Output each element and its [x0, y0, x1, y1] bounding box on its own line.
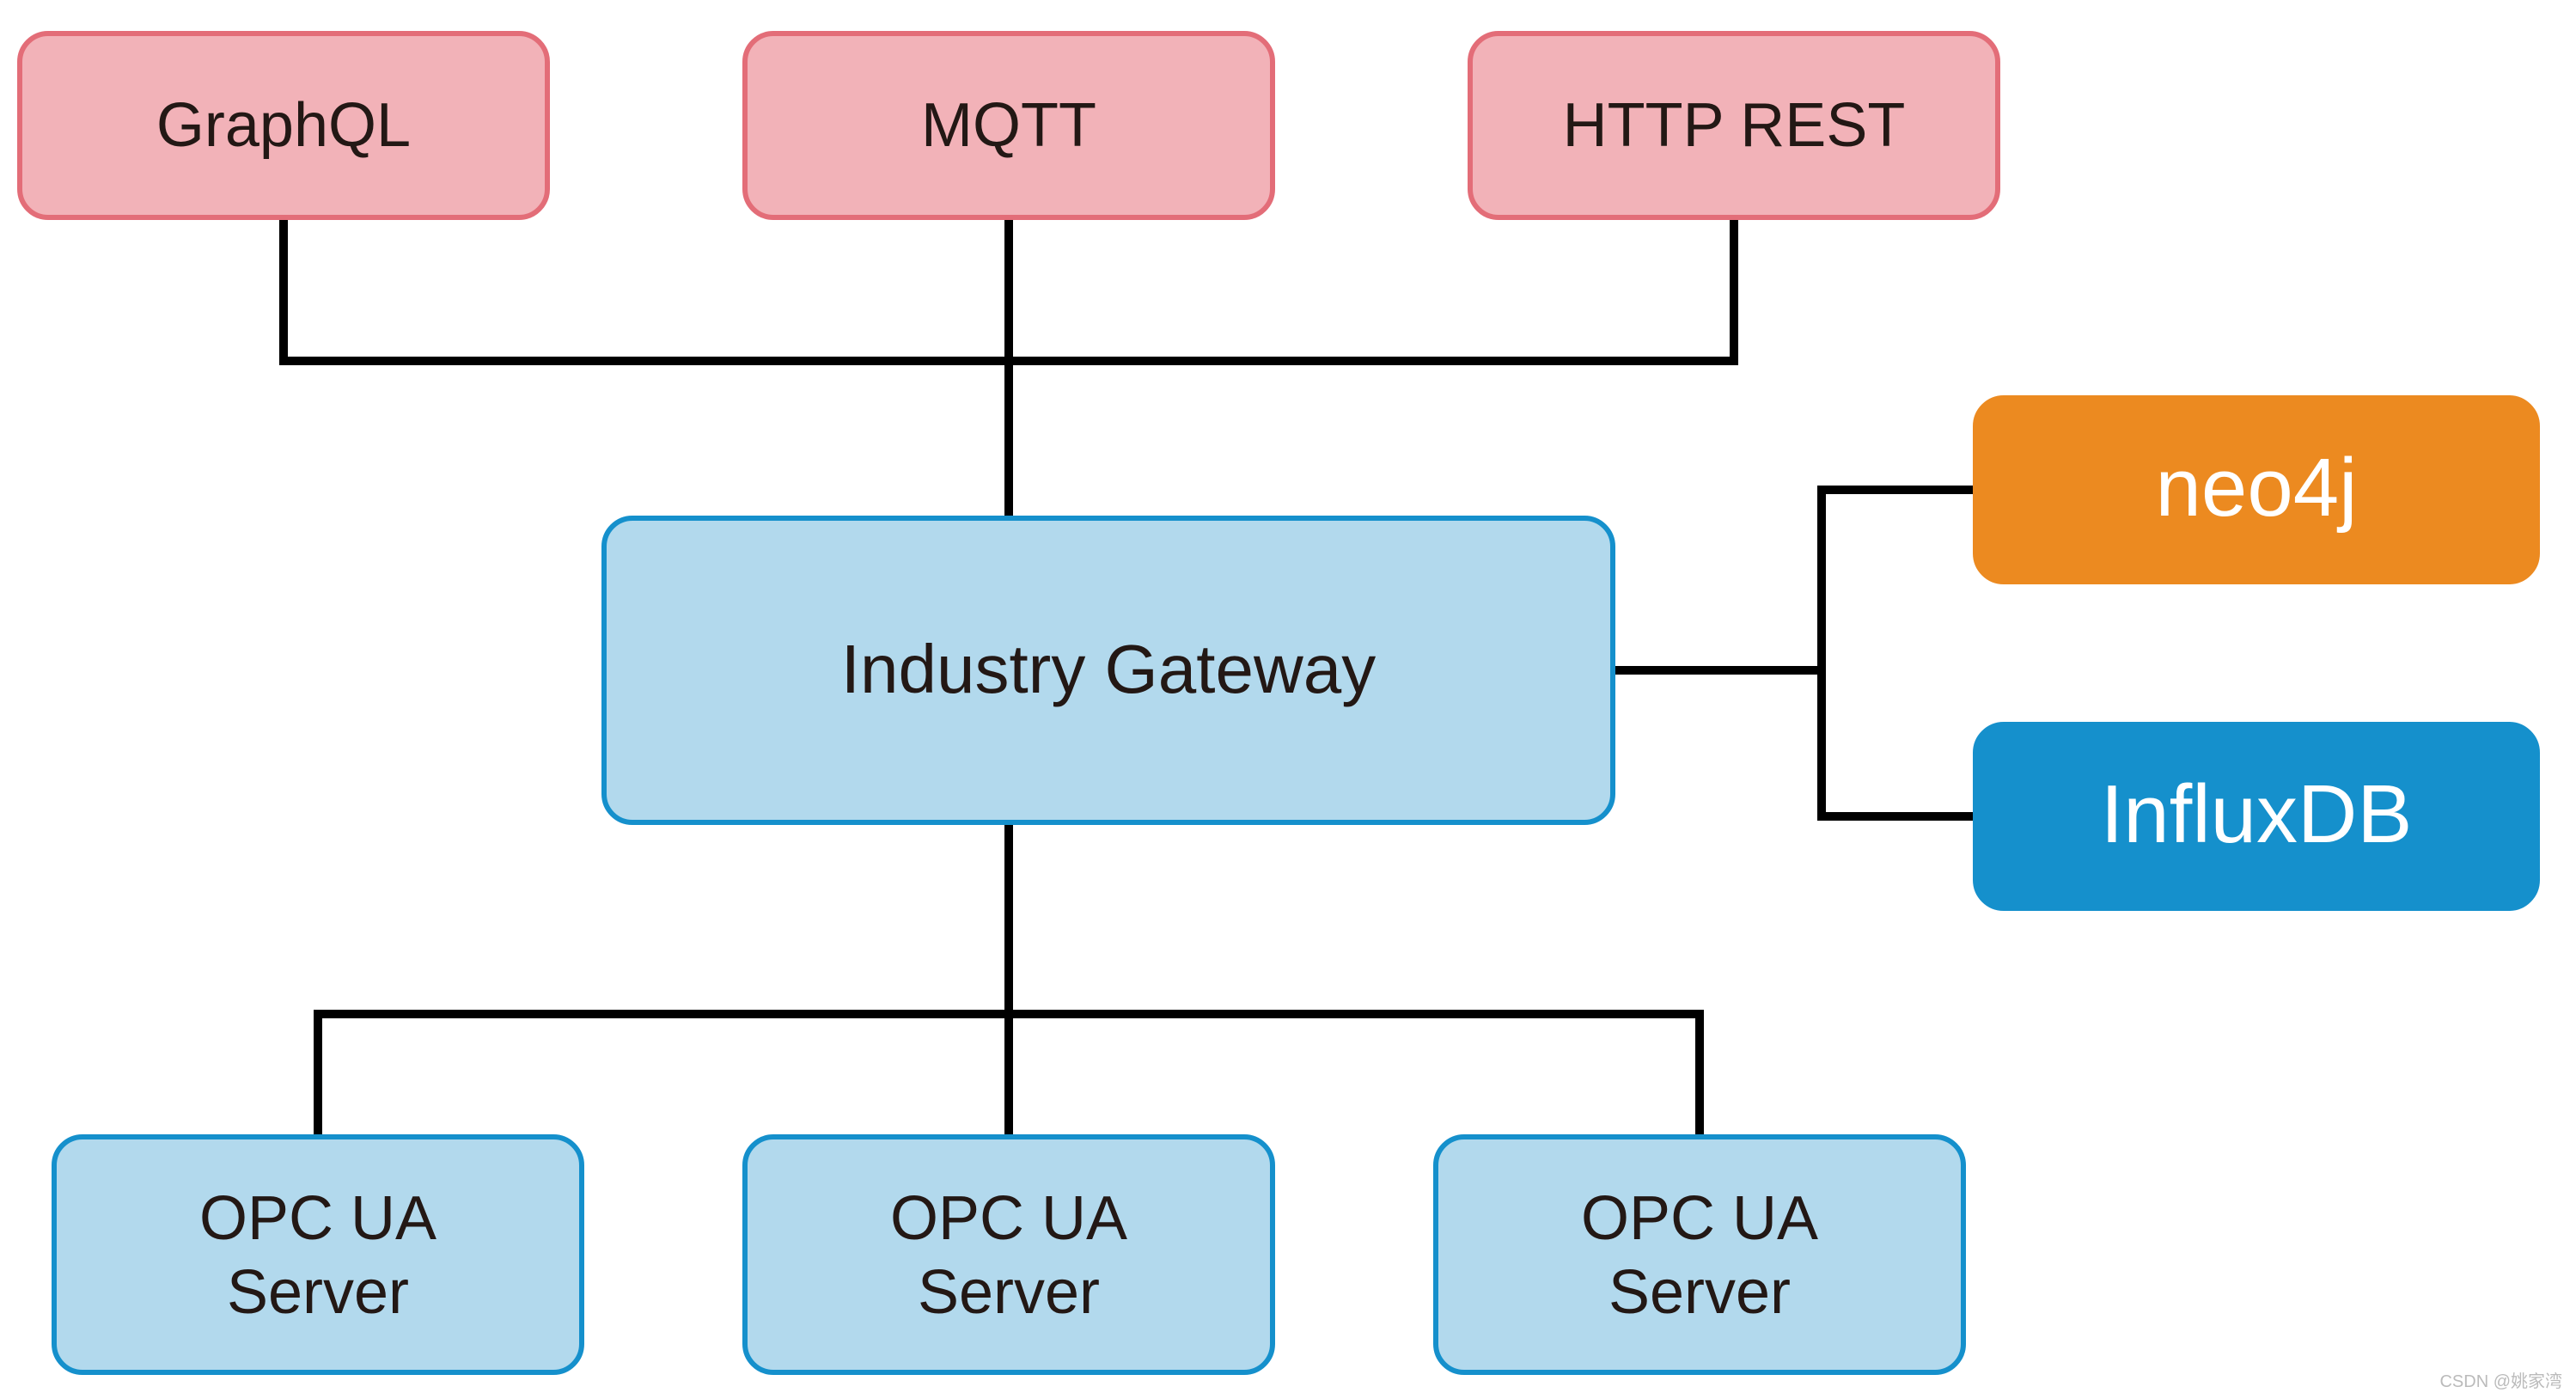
- watermark-text: CSDN @姚家湾: [2439, 1366, 2562, 1392]
- edge: [318, 1014, 1700, 1134]
- node-gateway: Industry Gateway: [601, 516, 1615, 825]
- node-opc2: OPC UA Server: [742, 1134, 1275, 1375]
- node-influxdb: InfluxDB: [1973, 722, 2540, 911]
- diagram-canvas: CSDN @姚家湾 GraphQL MQTT HTTP REST Industry G…: [0, 0, 2576, 1399]
- edge: [1822, 670, 1973, 816]
- node-neo4j: neo4j: [1973, 395, 2540, 584]
- node-mqtt: MQTT: [742, 31, 1275, 220]
- node-opc1: OPC UA Server: [52, 1134, 584, 1375]
- node-opc3: OPC UA Server: [1433, 1134, 1966, 1375]
- edge: [284, 220, 1734, 361]
- node-graphql: GraphQL: [17, 31, 550, 220]
- edge: [1615, 490, 1973, 670]
- node-httprest: HTTP REST: [1468, 31, 2000, 220]
